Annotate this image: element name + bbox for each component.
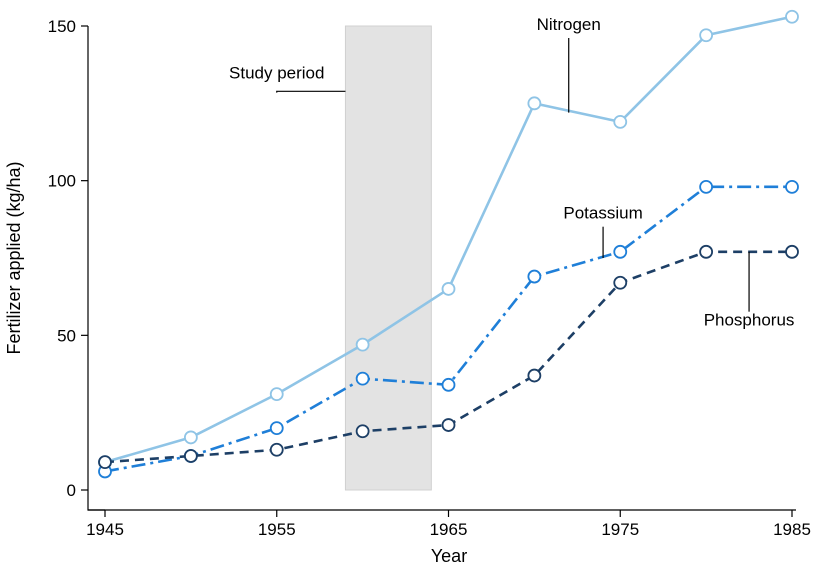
y-axis-label: Fertilizer applied (kg/ha) [4, 161, 24, 354]
data-point-phosphorus-1945 [98, 455, 112, 470]
data-point-nitrogen-1985 [785, 9, 799, 24]
data-point-nitrogen-1975 [613, 114, 628, 129]
x-tick-label-1945: 1945 [86, 520, 124, 539]
data-point-phosphorus-1975 [613, 275, 628, 290]
data-point-phosphorus-1970 [527, 368, 542, 383]
annotation-label-potassium: Potassium [563, 204, 642, 223]
data-point-nitrogen-1960 [355, 337, 370, 352]
y-axis-line [87, 26, 105, 511]
data-point-phosphorus-1955 [269, 442, 284, 457]
data-point-potassium-1980 [699, 179, 714, 194]
data-point-potassium-1965 [441, 377, 456, 392]
series-line-nitrogen [104, 15, 793, 464]
ticks: 1945 1955 1965 1975 1985 0 50 100 150 [48, 17, 811, 539]
axes [87, 26, 796, 511]
data-point-phosphorus-1960 [355, 424, 370, 439]
annotation-label-nitrogen: Nitrogen [537, 15, 601, 34]
study-period-band [344, 25, 432, 491]
x-tick-label-1985: 1985 [773, 520, 811, 539]
data-point-nitrogen-1955 [269, 387, 284, 402]
x-tick-label-1975: 1975 [601, 520, 639, 539]
annotations: Nitrogen Potassium Phosphorus Study period [229, 15, 794, 330]
data-point-potassium-1955 [269, 421, 284, 436]
annotation-label-phosphorus: Phosphorus [704, 311, 795, 330]
y-tick-label-150: 150 [48, 17, 76, 36]
data-point-potassium-1985 [785, 179, 799, 194]
x-tick-label-1965: 1965 [430, 520, 468, 539]
x-axis-label: Year [431, 546, 467, 566]
data-point-nitrogen-1970 [527, 96, 542, 111]
data-point-nitrogen-1950 [183, 430, 198, 445]
data-point-phosphorus-1965 [441, 418, 456, 432]
data-point-potassium-1970 [527, 269, 542, 284]
data-point-phosphorus-1985 [785, 244, 799, 259]
data-point-potassium-1975 [613, 244, 628, 259]
data-point-nitrogen-1965 [441, 282, 456, 296]
data-point-phosphorus-1980 [699, 244, 714, 259]
data-point-phosphorus-1950 [183, 449, 198, 463]
data-point-potassium-1960 [355, 371, 370, 386]
y-tick-label-0: 0 [67, 481, 76, 500]
x-tick-label-1955: 1955 [258, 520, 296, 539]
plot-area [98, 9, 799, 491]
annotation-label-study-period: Study period [229, 64, 324, 83]
data-point-nitrogen-1980 [699, 28, 714, 43]
leader-study-period [276, 90, 346, 93]
y-tick-label-100: 100 [48, 172, 76, 191]
y-tick-label-50: 50 [57, 326, 76, 345]
